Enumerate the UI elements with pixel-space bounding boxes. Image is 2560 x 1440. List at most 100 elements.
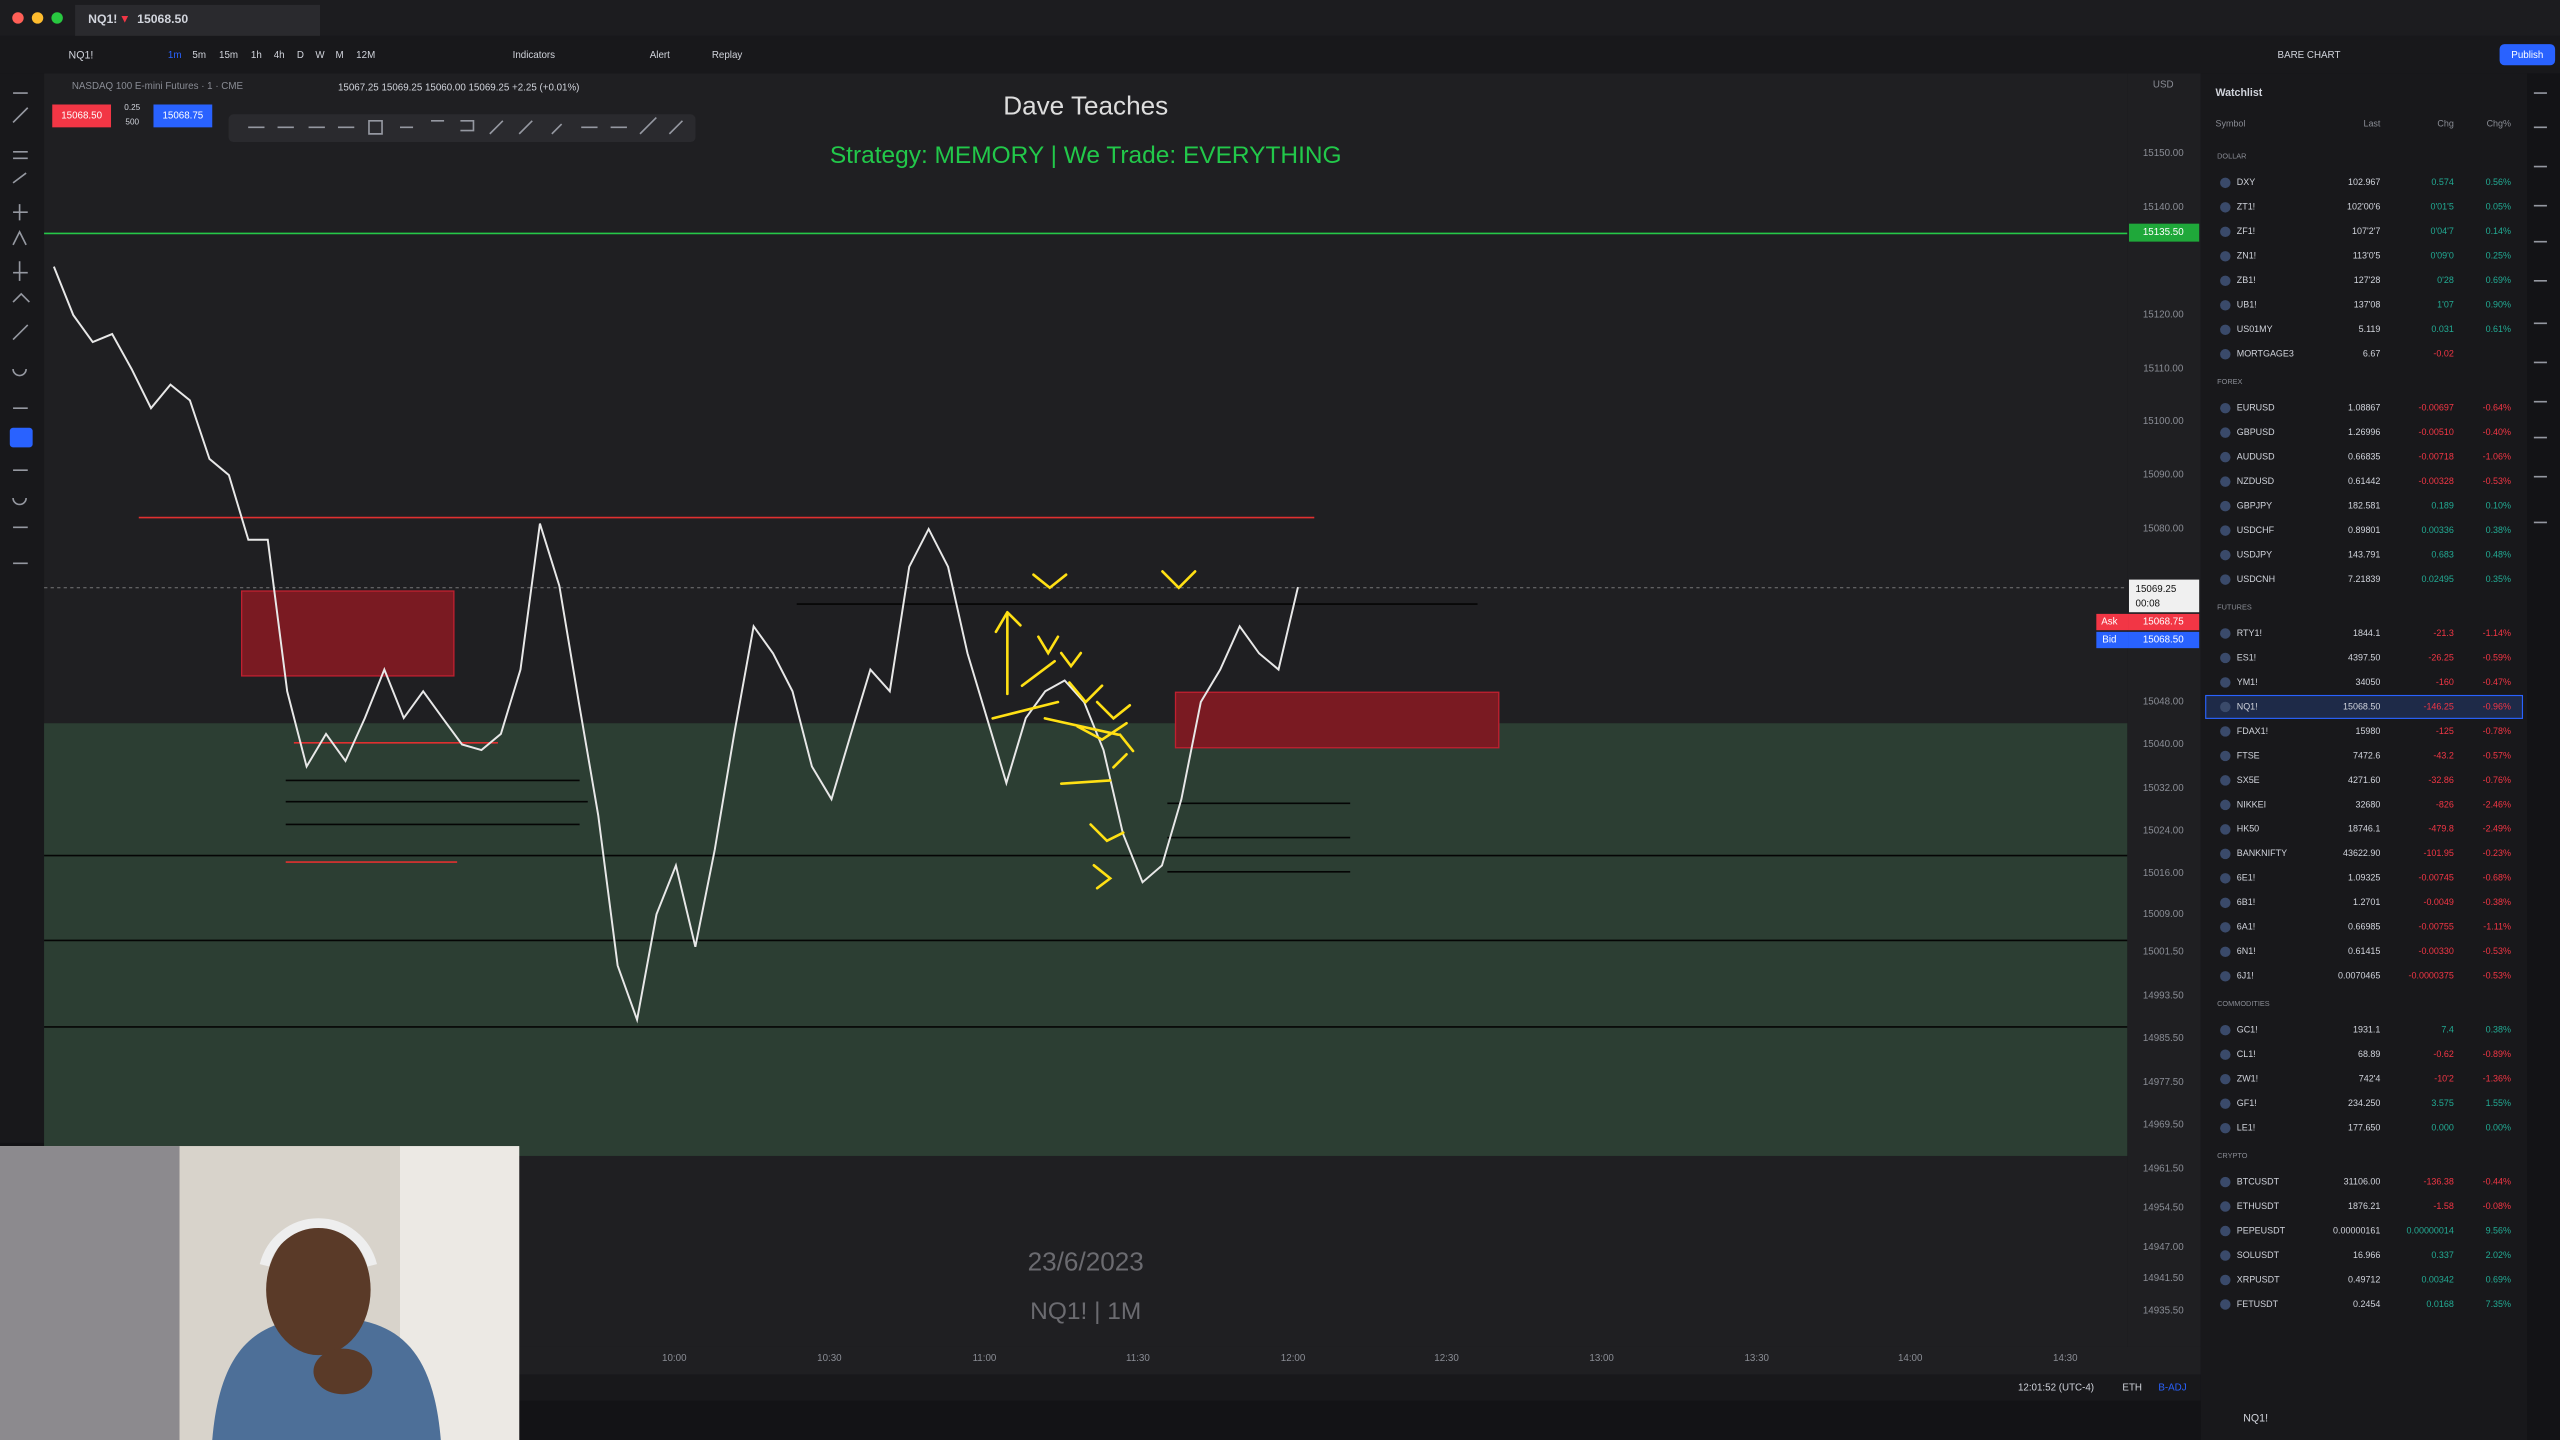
section-title[interactable]: COMMODITIES [2217,999,2270,1008]
symbol[interactable]: US01MY [2237,324,2273,334]
symbol[interactable]: DXY [2237,177,2255,187]
interval[interactable]: 15m [219,50,238,61]
symbol[interactable]: 6E1! [2237,873,2255,883]
symbol[interactable]: ZN1! [2237,251,2256,261]
symbol[interactable]: FETUSDT [2237,1299,2279,1309]
symbol-icon [2220,1299,2231,1310]
active-tool[interactable] [9,427,33,448]
max-dot[interactable] [51,12,63,24]
interval[interactable]: D [297,50,304,61]
symbol[interactable]: SOLUSDT [2237,1250,2280,1260]
symbol[interactable]: GC1! [2237,1025,2258,1035]
symbol[interactable]: HK50 [2237,824,2259,834]
symbol[interactable]: EURUSD [2237,403,2275,413]
symbol[interactable]: FTSE [2237,750,2260,760]
price-layer [52,266,1299,1024]
close-dot[interactable] [12,12,24,24]
axis-currency: USD [2153,79,2174,90]
layout-name[interactable]: BARE CHART [2278,50,2341,61]
symbol[interactable]: 6N1! [2237,946,2256,956]
section-title[interactable]: CRYPTO [2217,1151,2248,1160]
watchlist-table: Symbol Last Chg Chg% DOLLAR DXY 102.967 0.574 0.… [2205,118,2524,1310]
symbol[interactable]: BTCUSDT [2237,1176,2280,1186]
symbol[interactable]: 6B1! [2237,897,2255,907]
symbol-icon [2220,177,2231,189]
supply-box [1174,691,1500,749]
symbol[interactable]: GF1! [2237,1098,2257,1108]
bid-price-tag [2128,631,2200,649]
min-dot[interactable] [31,12,44,24]
drawing-toolbar[interactable] [228,114,696,143]
right-icons[interactable] [2533,92,2547,524]
section-title[interactable]: DOLLAR [2217,152,2246,161]
symbol[interactable]: NQ1! [2237,701,2258,711]
sell-price: 15068.50 [61,111,102,122]
watchlist-title[interactable]: Watchlist [2216,87,2263,99]
interval[interactable]: 1m [168,50,182,61]
symbol[interactable]: USDCHF [2237,525,2275,535]
change-pct: 0.38% [2486,525,2511,535]
last: 68.89 [2358,1049,2380,1059]
interval[interactable]: 5m [192,50,206,61]
interval[interactable]: W [315,50,325,61]
interval[interactable]: 12M [356,50,375,61]
symbol[interactable]: ZT1! [2237,202,2255,212]
time-label: 10:00 [662,1353,687,1364]
symbol[interactable]: BANKNIFTY [2237,848,2287,858]
symbol[interactable]: GBPUSD [2237,427,2275,437]
symbol[interactable]: PEPEUSDT [2237,1225,2286,1235]
symbol[interactable]: NIKKEI [2237,799,2266,809]
symbol[interactable]: ETHUSDT [2237,1201,2280,1211]
price-line [52,266,1299,1024]
section-title[interactable]: FOREX [2217,377,2242,386]
last: 177.650 [2348,1123,2380,1133]
publish-button[interactable] [2499,44,2556,66]
symbol[interactable]: 6J1! [2237,971,2254,981]
symbol-icon [2220,824,2231,835]
symbol[interactable]: CL1! [2237,1049,2256,1059]
sell-button[interactable] [52,104,112,128]
last: 143.791 [2348,549,2380,559]
change-pct: 0.48% [2486,549,2511,559]
change: -826 [2436,799,2454,809]
symbol[interactable]: XRPUSDT [2237,1274,2280,1284]
symbol[interactable]: GBPJPY [2237,500,2272,510]
replay-button[interactable]: Replay [712,50,743,61]
interval[interactable]: M [336,50,344,61]
symbol[interactable]: FDAX1! [2237,726,2268,736]
symbol[interactable]: YM1! [2237,677,2258,687]
buy-button[interactable] [153,104,213,128]
watermark-symbol: NQ1! | 1M [1030,1298,1141,1325]
symbol[interactable]: RTY1! [2237,628,2262,638]
change-pct: 0.14% [2486,226,2511,236]
symbol[interactable]: USDJPY [2237,549,2272,559]
symbol[interactable]: LE1! [2237,1123,2255,1133]
indicators-button[interactable]: Indicators [513,50,556,61]
symbol[interactable]: ES1! [2237,652,2256,662]
adjustment[interactable]: B-ADJ [2158,1382,2186,1393]
section-title[interactable]: FUTURES [2217,602,2252,611]
symbol[interactable]: USDCNH [2237,574,2275,584]
tab[interactable] [75,4,320,36]
last: 32680 [2355,799,2380,809]
interval[interactable]: 4h [274,50,285,61]
symbol[interactable]: ZF1! [2237,226,2255,236]
change: -0.0000375 [2408,971,2453,981]
price-label: 15080.00 [2143,524,2184,535]
symbol[interactable]: AUDUSD [2237,452,2275,462]
symbol[interactable]: 6A1! [2237,922,2255,932]
symbol[interactable]: ZW1! [2237,1074,2258,1084]
symbol[interactable]: ZB1! [2237,275,2256,285]
tool-icons[interactable] [12,92,30,565]
symbol[interactable]: UB1! [2237,300,2257,310]
last: 15068.50 [2343,701,2380,711]
session[interactable]: ETH [2122,1382,2142,1393]
symbol[interactable]: MORTGAGE3 [2237,349,2294,359]
symbol-icon [2220,324,2231,336]
symbol[interactable]: NZDUSD [2237,476,2275,486]
alert-button[interactable]: Alert [650,50,670,61]
symbol[interactable]: SX5E [2237,775,2260,785]
toolbar-symbol[interactable]: NQ1! [69,49,94,61]
interval[interactable]: 1h [251,50,262,61]
price-label: 14935.50 [2143,1306,2184,1317]
